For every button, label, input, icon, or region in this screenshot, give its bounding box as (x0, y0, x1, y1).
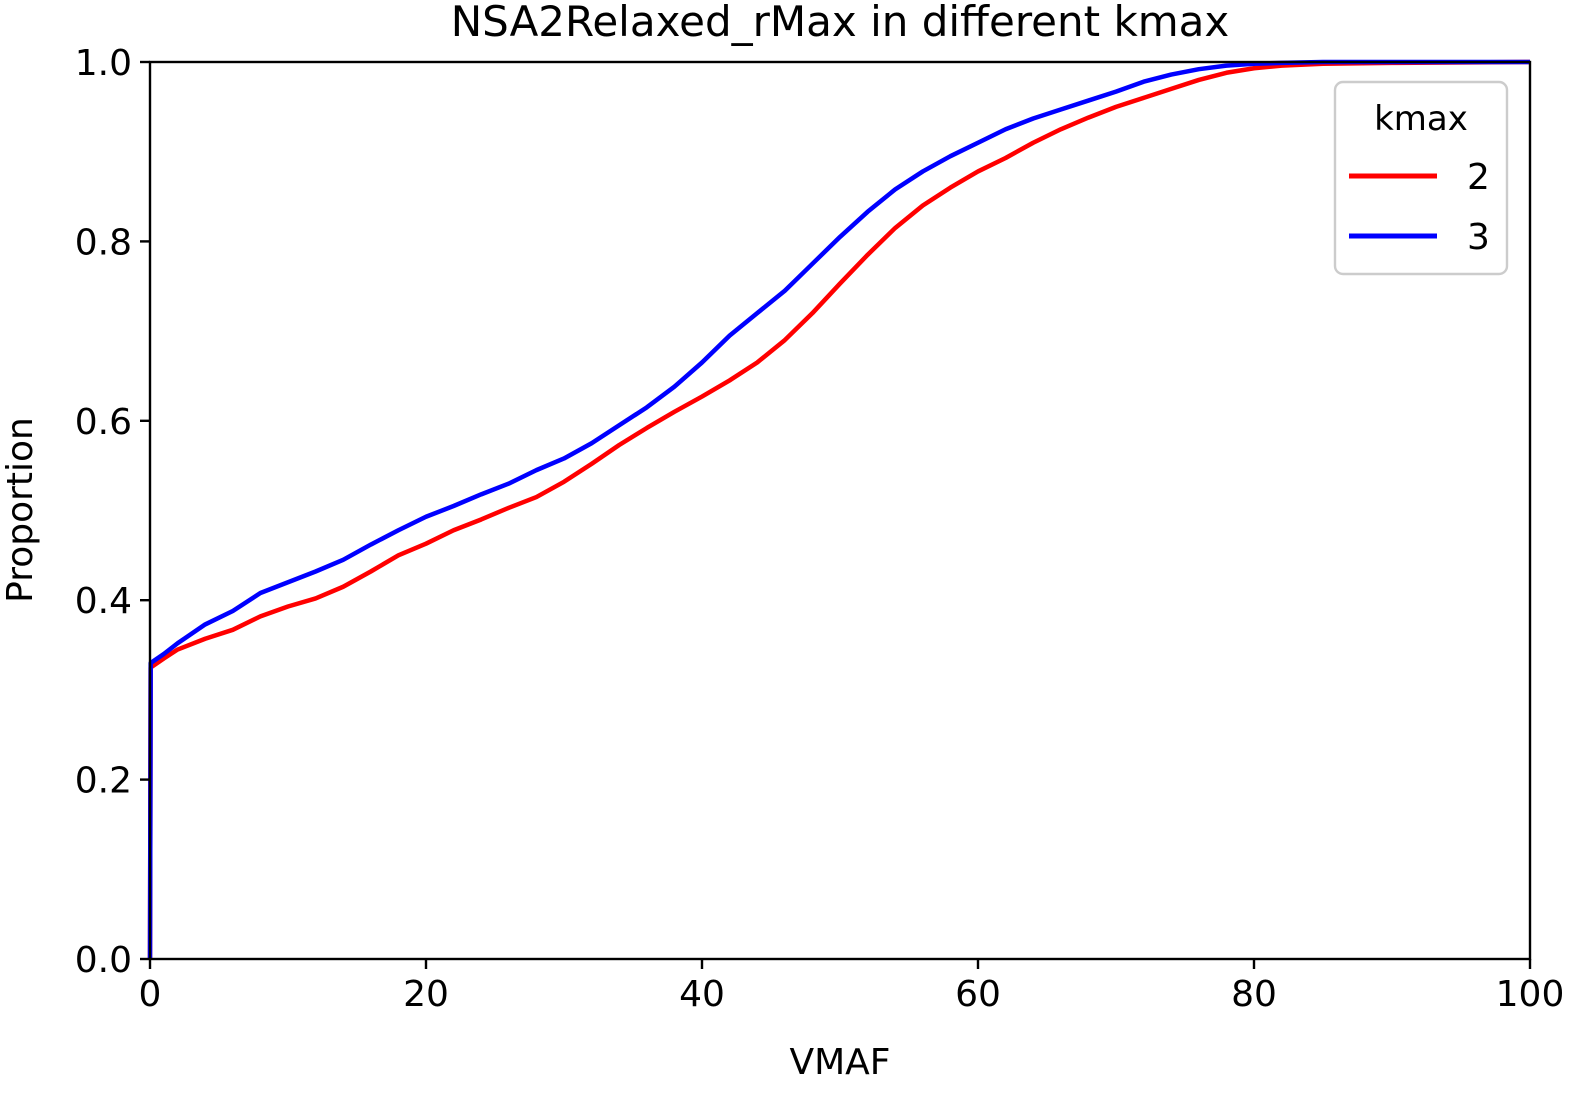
y-tick-label: 0.8 (75, 222, 132, 263)
chart-title: NSA2Relaxed_rMax in different kmax (451, 0, 1230, 46)
y-tick-label: 0.0 (75, 940, 132, 981)
x-tick-label: 100 (1496, 974, 1565, 1015)
x-tick-label: 0 (139, 974, 162, 1015)
legend-entry-series-3: 3 (1467, 217, 1490, 258)
x-axis-label: VMAF (789, 1042, 890, 1083)
series-line-2 (147, 59, 1531, 960)
x-tick-label: 40 (679, 974, 725, 1015)
x-tick-label: 80 (1231, 974, 1277, 1015)
x-axis: 0 20 40 60 80 100 (139, 959, 1565, 1015)
plot-frame (148, 60, 1532, 961)
y-axis: 0.0 0.2 0.4 0.6 0.8 1.0 (75, 43, 150, 981)
x-tick-label: 20 (403, 974, 449, 1015)
x-tick-label: 60 (955, 974, 1001, 1015)
series-line-3 (147, 59, 1530, 960)
legend-title: kmax (1374, 99, 1468, 139)
legend: kmax 2 3 (1333, 80, 1509, 276)
y-axis-label: Proportion (0, 417, 41, 603)
y-tick-label: 1.0 (75, 43, 132, 84)
series-lines (147, 59, 1531, 960)
y-tick-label: 0.6 (75, 402, 132, 443)
y-tick-label: 0.2 (75, 761, 132, 802)
y-tick-label: 0.4 (75, 581, 132, 622)
legend-entry-series-2: 2 (1467, 157, 1490, 198)
